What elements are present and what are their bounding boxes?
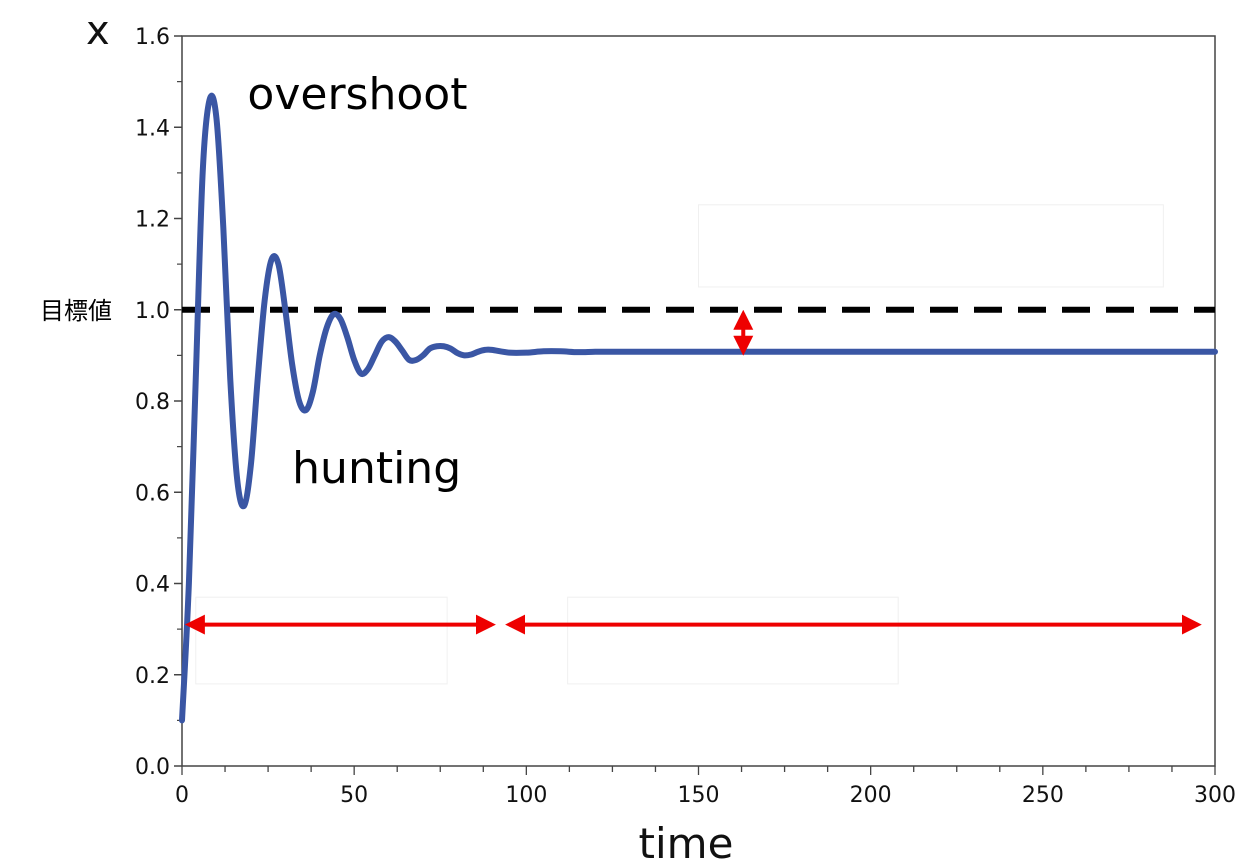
target-value-label: 目標値 — [40, 297, 112, 325]
x-tick-label: 150 — [678, 783, 720, 808]
y-tick-label: 0.2 — [135, 664, 170, 689]
y-tick-label: 1.6 — [135, 25, 170, 50]
y-tick-label: 1.0 — [135, 299, 170, 324]
blank-box — [698, 204, 1164, 288]
response-curve — [179, 92, 1218, 724]
x-axis-ticks — [181, 766, 1216, 775]
x-tick-label: 50 — [340, 783, 368, 808]
x-tick-label: 300 — [1194, 783, 1236, 808]
y-axis-tick-labels: 0.0 0.2 0.4 0.6 0.8 1.0 1.2 1.4 1.6 — [135, 25, 170, 780]
overshoot-annotation: overshoot — [247, 69, 467, 120]
hunting-annotation: hunting — [292, 443, 461, 494]
y-tick-label: 1.4 — [135, 116, 170, 141]
x-axis-tick-labels: 0 50 100 150 200 250 300 — [175, 783, 1236, 808]
y-tick-label: 0.6 — [135, 481, 170, 506]
x-tick-label: 0 — [175, 783, 189, 808]
x-tick-label: 250 — [1022, 783, 1064, 808]
y-axis-title: x — [86, 8, 110, 54]
y-tick-label: 1.2 — [135, 208, 170, 233]
x-tick-label: 100 — [505, 783, 547, 808]
y-tick-label: 0.0 — [135, 755, 170, 780]
blank-label-boxes — [195, 204, 1164, 685]
y-axis-ticks — [174, 35, 182, 767]
x-tick-label: 200 — [850, 783, 892, 808]
blank-box — [195, 596, 448, 685]
x-axis-title: time — [639, 819, 734, 868]
blank-box — [567, 596, 899, 685]
y-tick-label: 0.8 — [135, 390, 170, 415]
y-tick-label: 0.4 — [135, 573, 170, 598]
